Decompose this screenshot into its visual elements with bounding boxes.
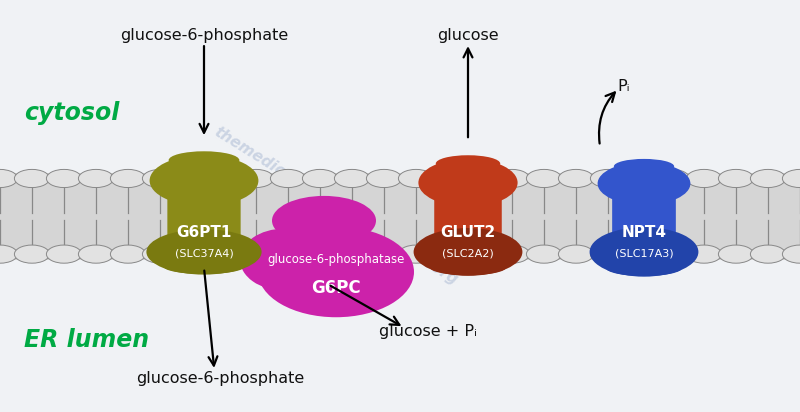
Circle shape — [526, 169, 562, 187]
Text: (SLC17A3): (SLC17A3) — [614, 248, 674, 258]
FancyBboxPatch shape — [0, 173, 800, 260]
FancyBboxPatch shape — [612, 184, 676, 249]
Ellipse shape — [164, 259, 244, 274]
Circle shape — [270, 169, 306, 187]
Circle shape — [14, 169, 50, 187]
Text: glucose-6-phosphatase: glucose-6-phosphatase — [267, 253, 405, 266]
Ellipse shape — [150, 155, 258, 206]
Ellipse shape — [414, 228, 522, 276]
Circle shape — [782, 169, 800, 187]
Circle shape — [526, 245, 562, 263]
Circle shape — [366, 169, 402, 187]
Text: G6PC: G6PC — [311, 279, 361, 297]
Circle shape — [174, 169, 210, 187]
Circle shape — [430, 245, 466, 263]
Circle shape — [334, 245, 370, 263]
Circle shape — [462, 245, 498, 263]
Ellipse shape — [272, 196, 376, 246]
Ellipse shape — [146, 229, 262, 274]
Circle shape — [590, 169, 626, 187]
Text: Pᵢ: Pᵢ — [618, 79, 630, 94]
Circle shape — [686, 245, 722, 263]
Circle shape — [46, 245, 82, 263]
Circle shape — [654, 169, 690, 187]
FancyBboxPatch shape — [167, 184, 241, 249]
Text: glucose-6-phosphate: glucose-6-phosphate — [120, 28, 288, 42]
Text: glucose-6-phosphate: glucose-6-phosphate — [136, 371, 304, 386]
Circle shape — [14, 245, 50, 263]
Circle shape — [0, 169, 18, 187]
Circle shape — [590, 245, 626, 263]
Circle shape — [462, 169, 498, 187]
Text: NPT4: NPT4 — [622, 225, 666, 240]
Text: glucose: glucose — [437, 28, 499, 42]
Text: (SLC37A4): (SLC37A4) — [174, 248, 234, 258]
Ellipse shape — [614, 159, 674, 174]
Ellipse shape — [598, 162, 690, 205]
Circle shape — [110, 169, 146, 187]
Ellipse shape — [169, 151, 239, 169]
Circle shape — [398, 245, 434, 263]
Text: glucose + Pᵢ: glucose + Pᵢ — [379, 324, 477, 339]
Text: GLUT2: GLUT2 — [440, 225, 496, 240]
Circle shape — [238, 245, 274, 263]
Circle shape — [750, 169, 786, 187]
Circle shape — [0, 245, 18, 263]
Circle shape — [750, 245, 786, 263]
Circle shape — [494, 169, 530, 187]
Circle shape — [302, 245, 338, 263]
Circle shape — [430, 169, 466, 187]
Circle shape — [78, 245, 114, 263]
Text: themedicalbiochemistrypage.org: themedicalbiochemistrypage.org — [211, 124, 461, 288]
Text: G6PT1: G6PT1 — [176, 225, 232, 240]
Circle shape — [686, 169, 722, 187]
Text: ER lumen: ER lumen — [24, 328, 149, 352]
Circle shape — [558, 169, 594, 187]
Circle shape — [622, 245, 658, 263]
Text: (SLC2A2): (SLC2A2) — [442, 248, 494, 258]
Ellipse shape — [418, 159, 518, 207]
Ellipse shape — [436, 155, 500, 172]
Circle shape — [334, 169, 370, 187]
Circle shape — [782, 245, 800, 263]
Ellipse shape — [240, 229, 328, 290]
Circle shape — [366, 245, 402, 263]
Circle shape — [206, 245, 242, 263]
Circle shape — [558, 245, 594, 263]
Circle shape — [270, 245, 306, 263]
Circle shape — [206, 169, 242, 187]
Circle shape — [398, 169, 434, 187]
Circle shape — [622, 169, 658, 187]
Circle shape — [46, 169, 82, 187]
Circle shape — [718, 245, 754, 263]
Ellipse shape — [606, 260, 682, 276]
Ellipse shape — [590, 227, 698, 277]
FancyBboxPatch shape — [434, 184, 502, 249]
Text: cytosol: cytosol — [24, 101, 119, 125]
Circle shape — [142, 245, 178, 263]
Circle shape — [142, 169, 178, 187]
Circle shape — [654, 245, 690, 263]
Circle shape — [238, 169, 274, 187]
Circle shape — [110, 245, 146, 263]
Circle shape — [302, 169, 338, 187]
Circle shape — [174, 245, 210, 263]
Circle shape — [718, 169, 754, 187]
Ellipse shape — [430, 260, 506, 275]
Ellipse shape — [264, 225, 376, 278]
Circle shape — [494, 245, 530, 263]
Circle shape — [78, 169, 114, 187]
Ellipse shape — [258, 227, 414, 317]
